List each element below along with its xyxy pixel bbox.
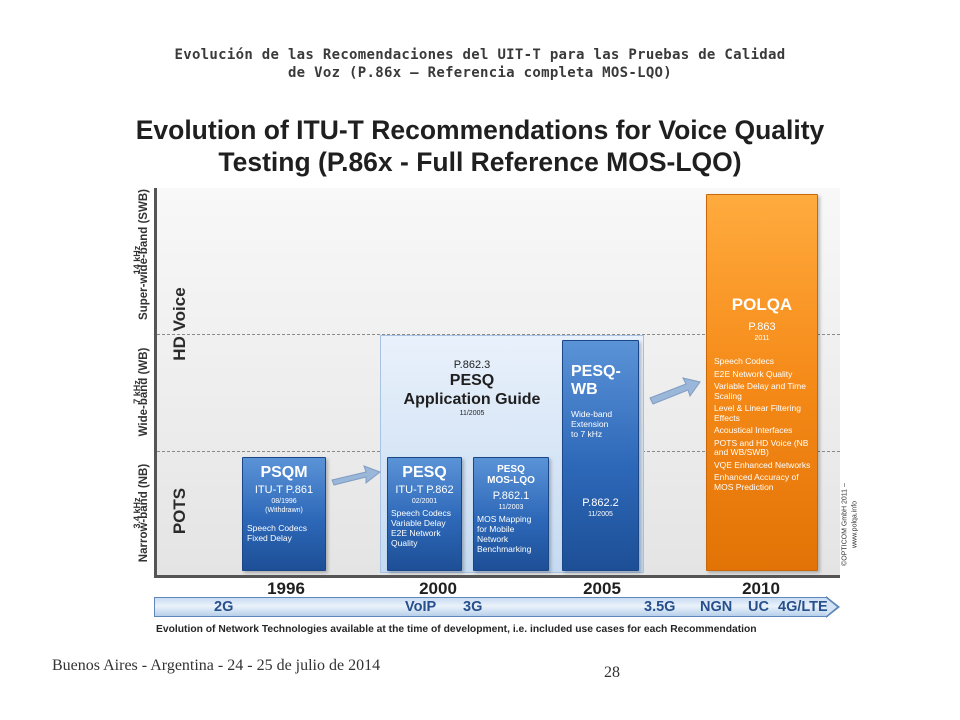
pesq-wb-box: PESQ- WB Wide-band Extension to 7 kHz P.… (562, 340, 639, 571)
pesq-mos-feature: Benchmarking (477, 544, 532, 554)
band-freq-wb: 7 kHz (132, 380, 142, 404)
pesq-date: 02/2001 (411, 498, 438, 505)
polqa-feature: VQE Enhanced Networks (714, 459, 811, 470)
arrow-pesq-wb-to-polqa-icon (649, 377, 701, 405)
swb-wb-divider (157, 334, 840, 335)
network-label: 3G (463, 599, 483, 615)
polqa-feature: Speech Codecs (714, 356, 775, 366)
polqa-feature: POTS and HD Voice (NB and WB/SWB) (714, 437, 809, 457)
pesq-mos-name-line2: MOS-LQO (487, 475, 535, 486)
pesq-rec: ITU-T P.862 (395, 484, 454, 496)
pesq-feature: Speech Codecs (391, 508, 452, 518)
network-label: VoIP (405, 599, 437, 615)
psqm-name: PSQM (260, 464, 308, 481)
guide-rec: P.862.3 (453, 359, 491, 371)
credit-line2: www.polqa.info (851, 500, 859, 549)
footer-location: Buenos Aires - Argentina - 24 - 25 de ju… (52, 657, 381, 674)
slide-title-line1: Evolución de las Recomendaciones del UIT… (174, 47, 786, 63)
psqm-feature: Speech Codecs (247, 523, 308, 533)
pesq-mos-date: 11/2003 (498, 504, 524, 511)
figure-title: Evolution of ITU-T Recommendations for V… (120, 114, 840, 178)
pesq-mos-name-line1: PESQ (497, 464, 525, 475)
pesq-mos-feature: Network (477, 534, 509, 544)
guide-name-line1: PESQ (449, 372, 495, 389)
band-freq-swb: 14 kHz (132, 245, 142, 275)
page-number: 28 (604, 664, 620, 681)
psqm-box: PSQM ITU-T P.861 08/1996 (Withdrawn) Spe… (242, 457, 326, 571)
guide-date: 11/2005 (459, 410, 485, 417)
figure-caption: Evolution of Network Technologies availa… (156, 624, 757, 635)
pesq-application-guide-label: P.862.3 PESQ Application Guide 11/2005 (392, 358, 552, 419)
polqa-feature: Level & Linear Filtering Effects (714, 403, 801, 423)
pesq-wb-name-line2: WB (571, 381, 598, 398)
figure-title-line2: Testing (P.86x - Full Reference MOS-LQO) (218, 147, 742, 177)
pesq-box: PESQ ITU-T P.862 02/2001 Speech Codecs V… (387, 457, 462, 571)
psqm-feature: Fixed Delay (247, 533, 292, 543)
group-label-pots: POTS (170, 487, 189, 535)
pesq-feature: Variable Delay (391, 518, 446, 528)
psqm-rec: ITU-T P.861 (254, 484, 314, 496)
pesq-wb-name-line1: PESQ- (571, 363, 621, 380)
arrow-psqm-to-pesq-icon (331, 465, 382, 486)
pesq-wb-date: 11/2005 (588, 511, 613, 518)
pesq-mos-feature: MOS Mapping (477, 514, 532, 524)
pesq-wb-rec: P.862.2 (582, 497, 619, 509)
pesq-mos-feature: for Mobile (477, 524, 515, 534)
pesq-wb-feature: to 7 kHz (571, 429, 603, 439)
network-label: NGN (700, 599, 733, 615)
guide-name-line2: Application Guide (403, 391, 541, 408)
polqa-name: POLQA (731, 295, 793, 314)
year-label: 2010 (742, 579, 780, 598)
psqm-date: 08/1996 (271, 498, 297, 505)
credit-line1: ©OPTICOM GmbH 2011 – (841, 483, 849, 566)
year-label: 2005 (583, 579, 621, 598)
psqm-note: (Withdrawn) (265, 507, 303, 514)
figure-title-line1: Evolution of ITU-T Recommendations for V… (135, 115, 825, 145)
slide-title-line2: de Voz (P.86x – Referencia completa MOS-… (287, 65, 673, 81)
polqa-box: POLQA P.863 2011 Speech Codecs E2E Netwo… (706, 194, 818, 571)
band-freq-nb: 3.4 kHz (132, 497, 142, 529)
x-axis-line (154, 575, 840, 578)
polqa-rec: P.863 (748, 321, 776, 333)
network-label: 3.5G (644, 599, 676, 615)
y-axis-line (154, 188, 157, 577)
pesq-name: PESQ (402, 464, 447, 481)
year-label: 2000 (419, 579, 457, 598)
pesq-mos-rec: P.862.1 (492, 490, 530, 502)
polqa-feature: Acoustical Interfaces (714, 425, 793, 435)
pesq-feature: Quality (391, 538, 418, 548)
group-label-hd-voice: HD Voice (170, 287, 189, 361)
polqa-feature: Variable Delay and Time Scaling (714, 381, 806, 401)
network-label: 2G (214, 599, 234, 615)
pesq-feature: E2E Network (391, 528, 441, 538)
network-label: UC (748, 599, 769, 615)
network-label: 4G/LTE (778, 599, 828, 615)
slide-title: Evolución de las Recomendaciones del UIT… (120, 46, 840, 82)
pesq-mos-lqo-box: PESQ MOS-LQO P.862.1 11/2003 MOS Mapping… (473, 457, 549, 571)
polqa-date: 2011 (754, 335, 770, 342)
year-label: 1996 (267, 579, 305, 598)
pesq-wb-feature: Wide-band (571, 409, 613, 419)
timeline-arrow-inner-icon (826, 598, 837, 616)
pesq-wb-feature: Extension (571, 419, 609, 429)
polqa-feature: E2E Network Quality (714, 368, 793, 379)
polqa-feature: Enhanced Accuracy of MOS Prediction (714, 472, 799, 492)
